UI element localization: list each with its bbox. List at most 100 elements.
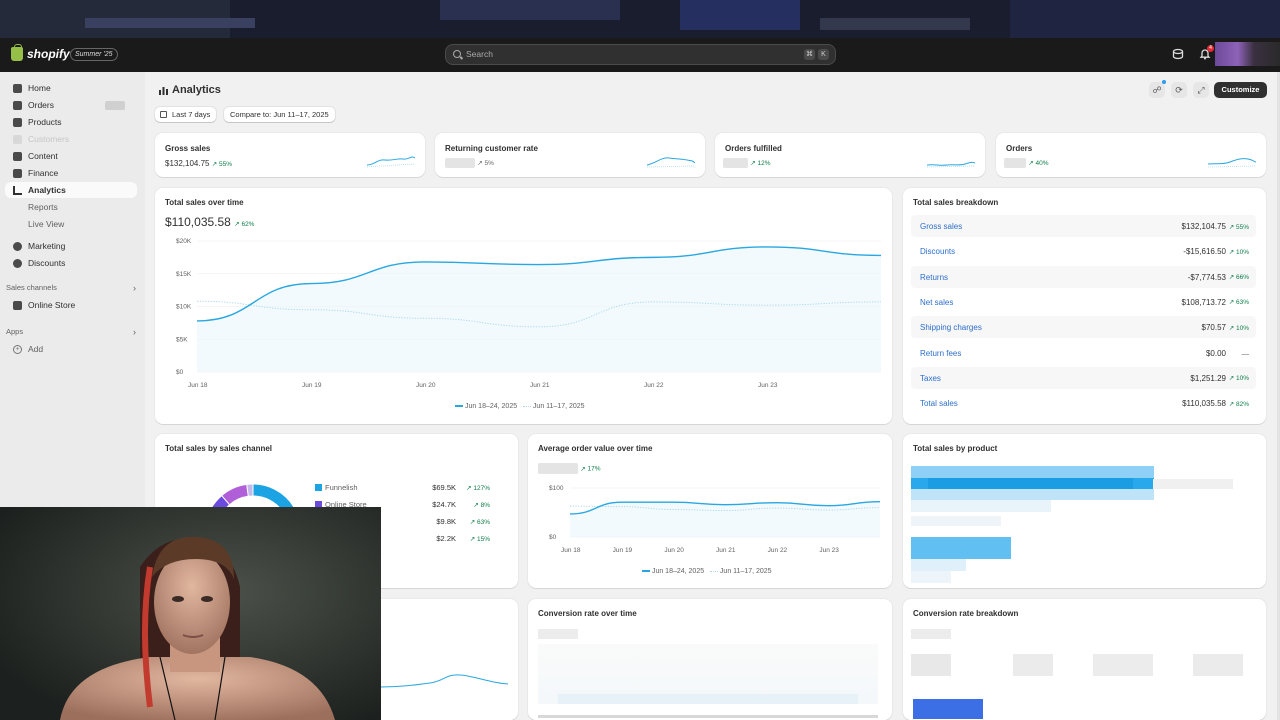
page-scrollbar[interactable] (1277, 72, 1280, 720)
breakdown-change: 10% (1229, 324, 1249, 332)
breakdown-label[interactable]: Total sales (920, 399, 958, 409)
channel-row[interactable]: Online Store $24.7K 8% (315, 500, 490, 512)
chevron-right-icon: › (133, 327, 136, 337)
breakdown-label[interactable]: Net sales (920, 297, 954, 307)
breakdown-label[interactable]: Gross sales (920, 222, 963, 231)
store-icon[interactable] (1172, 48, 1184, 60)
conversion-rate-card: Conversion rate over time (528, 599, 892, 720)
legend-swatch-previous (522, 405, 531, 407)
breakdown-value: $1,251.29 (1190, 373, 1226, 383)
sidebar-item-products[interactable]: Products (5, 114, 137, 130)
total-sales-line-chart[interactable]: $0 $5K $10K $15K $20K Jun 18 Jun 19 Jun 20 Jun 2… (155, 188, 892, 424)
breakdown-row[interactable]: Returns -$7,774.5366% (911, 265, 1256, 288)
sidebar-item-add-app[interactable]: + Add (5, 341, 137, 357)
customize-button[interactable]: Customize (1214, 82, 1267, 98)
storefront-icon (13, 300, 22, 310)
sidebar-item-customers[interactable]: Customers (5, 131, 137, 147)
breakdown-label[interactable]: Return fees (920, 348, 962, 358)
tag-icon (13, 117, 22, 127)
channel-name: Online Store (325, 500, 367, 509)
y-tick-label: $0 (176, 369, 184, 376)
y-tick-label: $0 (549, 534, 557, 541)
orders-count-badge (105, 101, 125, 110)
calendar-icon (160, 111, 167, 118)
shopify-bag-icon (11, 44, 23, 61)
sidebar-item-live-view[interactable]: Live View (28, 219, 65, 229)
breakdown-change: 82% (1229, 400, 1249, 408)
breakdown-change: 10% (1229, 374, 1249, 382)
x-tick-label: Jun 18 (561, 547, 581, 554)
home-icon (13, 83, 22, 93)
total-sales-value: $110,035.58 62% (165, 215, 254, 229)
bank-icon (13, 168, 22, 178)
channel-change: 8% (473, 501, 490, 509)
apps-heading[interactable]: Apps › (6, 327, 136, 337)
sidebar-item-home[interactable]: Home (5, 80, 137, 96)
partial-line-chart (380, 674, 509, 688)
sidebar-item-marketing[interactable]: Marketing (5, 238, 137, 254)
target-icon (13, 241, 22, 251)
webcam-person-image (0, 507, 381, 720)
refresh-icon[interactable]: ⟳ (1171, 82, 1187, 98)
breakdown-change: 55% (1229, 223, 1249, 231)
breakdown-row[interactable]: Net sales $108,713.7263% (911, 291, 1256, 313)
breakdown-row[interactable]: Gross sales $132,104.7555% (911, 215, 1256, 237)
webcam-overlay (0, 507, 381, 720)
sidebar-item-finance[interactable]: Finance (5, 165, 137, 181)
legend-swatch-previous (709, 570, 718, 572)
search-input[interactable]: Search ⌘ K (445, 44, 836, 65)
new-indicator-dot (1162, 80, 1166, 84)
sidebar-item-orders[interactable]: Orders (5, 97, 137, 113)
shopify-logo[interactable]: shopify (11, 44, 70, 61)
expand-icon[interactable]: ⤢ (1193, 82, 1209, 98)
channel-name: Funnelish (325, 483, 358, 492)
compare-picker[interactable]: Compare to: Jun 11–17, 2025 (224, 107, 335, 122)
channel-change: 15% (470, 535, 490, 543)
y-tick-label: $15K (176, 271, 192, 278)
channel-swatch (315, 501, 322, 508)
kpi-card-returning-customer-rate[interactable]: Returning customer rate 5% (435, 133, 705, 177)
breakdown-value: $110,035.58 (1182, 399, 1226, 409)
x-tick-label: Jun 20 (664, 547, 684, 554)
channel-row[interactable]: Funnelish $69.5K 127% (315, 483, 490, 495)
breakdown-row[interactable]: Discounts -$15,616.5010% (911, 240, 1256, 262)
aov-line-chart[interactable]: $0 $100 Jun 18 Jun 19 Jun 20 Jun 21 Jun 22 Jun … (528, 434, 892, 588)
x-tick-label: Jun 23 (819, 547, 839, 554)
series-current-line (569, 501, 881, 515)
sparkline (1208, 158, 1256, 168)
kpi-card-gross-sales[interactable]: Gross sales $132,104.75 55% (155, 133, 425, 177)
plus-circle-icon: + (13, 344, 22, 354)
breakdown-label[interactable]: Returns (920, 272, 949, 282)
channel-value: $9.8K (436, 517, 456, 526)
people-settings-icon[interactable]: ☍ (1149, 82, 1165, 98)
kpi-card-orders[interactable]: Orders 40% (996, 133, 1266, 177)
breakdown-label[interactable]: Discounts (920, 247, 956, 257)
kpi-card-orders-fulfilled[interactable]: Orders fulfilled 12% (715, 133, 985, 177)
series-previous-line (196, 300, 882, 328)
breakdown-change: 63% (1229, 298, 1249, 306)
channel-value: $24.7K (432, 500, 456, 509)
channel-value: $2.2K (436, 534, 456, 543)
sidebar-item-discounts[interactable]: Discounts (5, 255, 137, 271)
sidebar-item-analytics[interactable]: Analytics (5, 182, 137, 198)
sidebar-item-content[interactable]: Content (5, 148, 137, 164)
bell-icon[interactable] (1199, 48, 1211, 60)
breakdown-row[interactable]: Total sales $110,035.5882% (911, 392, 1256, 414)
breakdown-row[interactable]: Shipping charges $70.5710% (911, 316, 1256, 339)
sidebar-item-online-store[interactable]: Online Store (5, 297, 137, 313)
sales-channels-heading[interactable]: Sales channels › (6, 283, 136, 293)
breakdown-row[interactable]: Taxes $1,251.2910% (911, 366, 1256, 389)
sidebar-item-reports[interactable]: Reports (28, 202, 58, 212)
avatar[interactable] (1215, 42, 1280, 66)
chart-legend: Jun 18–24, 2025 Jun 11–17, 2025 (455, 403, 585, 410)
breakdown-label[interactable]: Taxes (920, 373, 941, 383)
x-tick-label: Jun 21 (716, 547, 736, 554)
breakdown-label[interactable]: Shipping charges (920, 323, 982, 333)
date-range-picker[interactable]: Last 7 days (155, 107, 217, 122)
legend-swatch-current (455, 405, 463, 407)
series-current-line (196, 246, 882, 322)
shortcut-k-key: K (818, 49, 829, 60)
area-fill (197, 246, 881, 372)
total-sales-breakdown-card: Total sales breakdown Gross sales $132,10… (903, 188, 1266, 424)
breakdown-row[interactable]: Return fees $0.00 — (911, 342, 1256, 364)
